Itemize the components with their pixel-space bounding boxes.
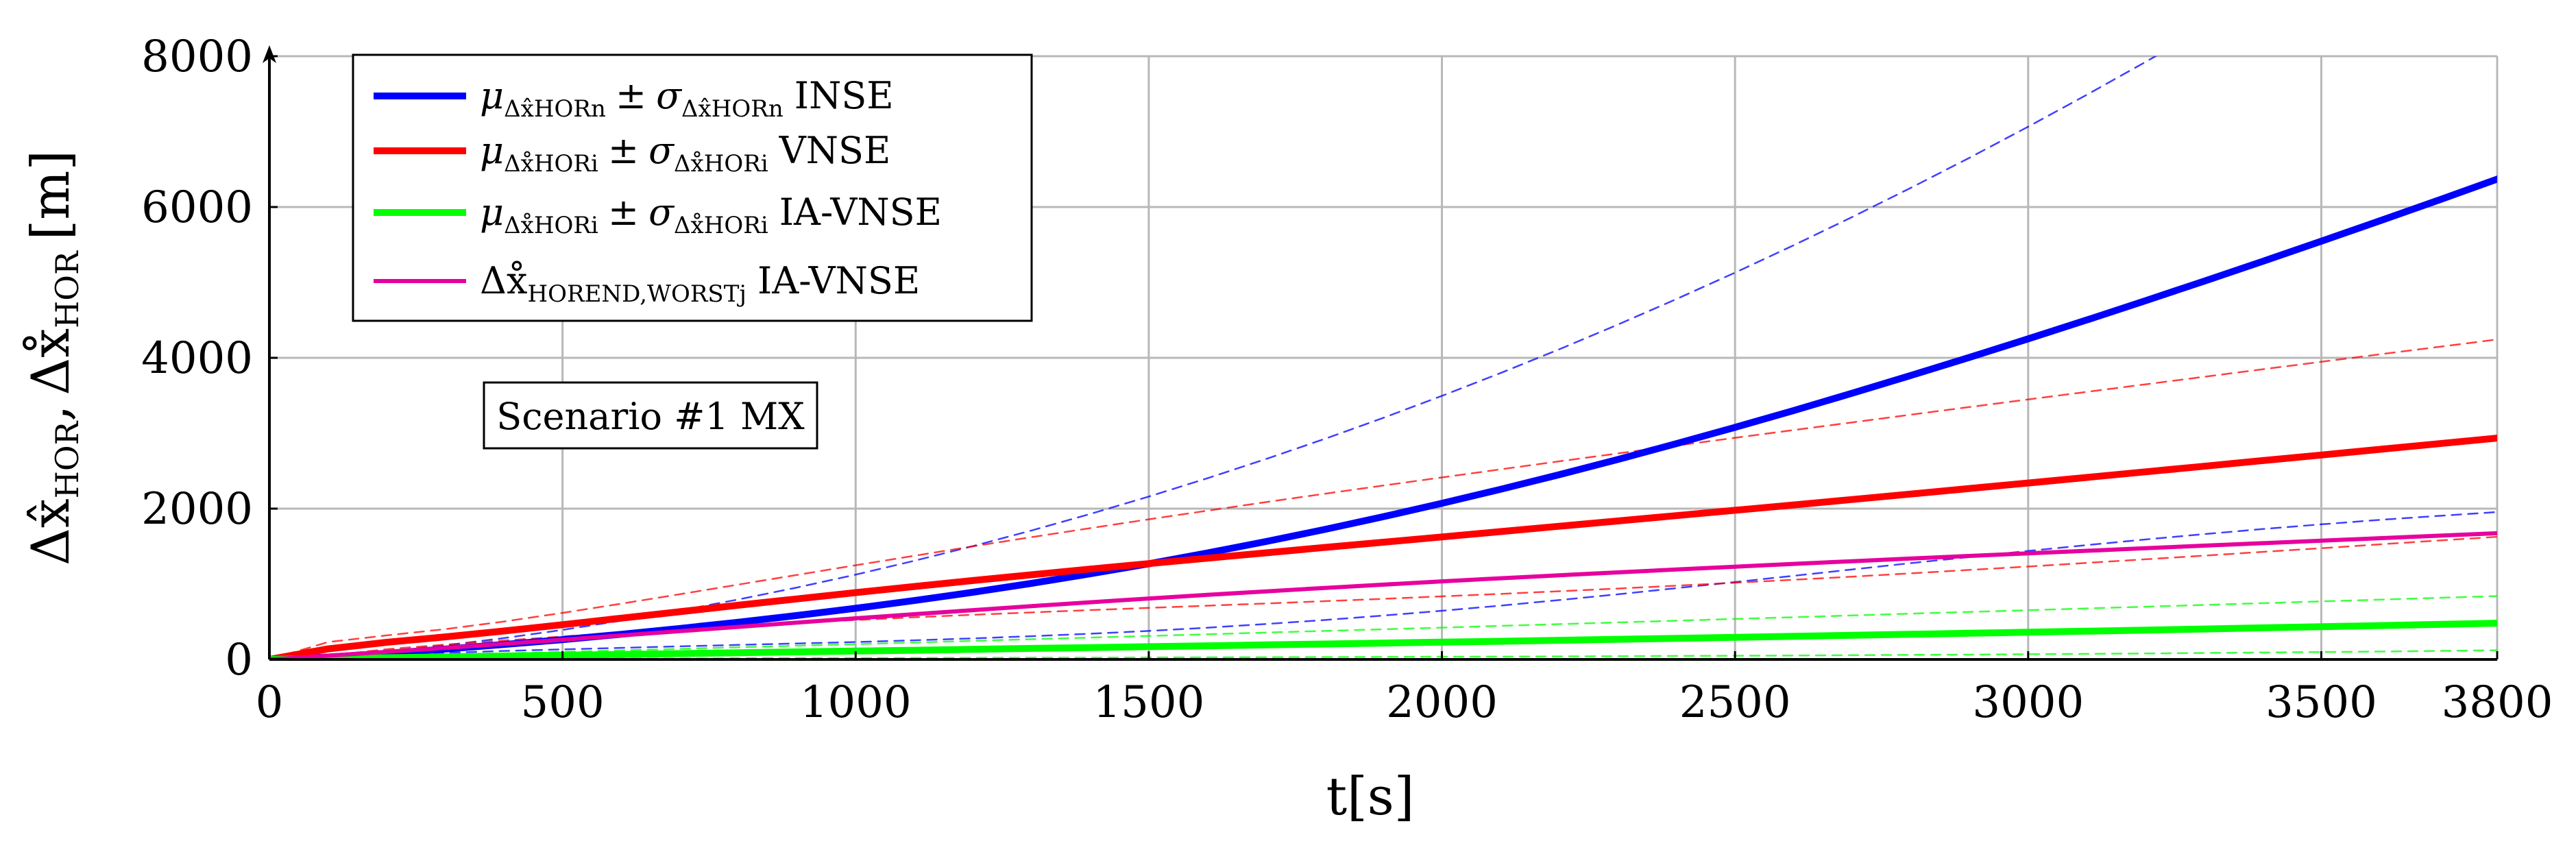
legend-label-ia-vnse: μΔx̊HORi ± σΔx̊HORi IA-VNSE — [480, 191, 942, 239]
y-axis-label-b: Δx̊ — [20, 328, 81, 396]
series-layer — [269, 56, 2497, 659]
legend: μΔx̂HORn ± σΔx̂HORn INSE μΔx̊HORi ± σΔx̊HORi V… — [352, 53, 1033, 322]
x-tick-label: 0 — [256, 677, 284, 728]
scenario-annotation: Scenario #1 MX — [483, 381, 818, 450]
legend-label-ia-vnse-worst: Δx̊HOREND,WORSTj IA-VNSE — [480, 259, 920, 308]
legend-entry-ia-vnse: μΔx̊HORi ± σΔx̊HORi IA-VNSE — [374, 191, 942, 239]
legend-label-vnse: μΔx̊HORi ± σΔx̊HORi VNSE — [480, 129, 890, 178]
series-line-inse-mean-sigma — [269, 56, 2158, 659]
legend-label-inse: μΔx̂HORn ± σΔx̂HORn INSE — [480, 74, 894, 123]
legend-box — [352, 53, 1033, 322]
series-line-ia-vnse-mean-sigma — [269, 595, 2497, 659]
y-axis-label-a: Δx̂ — [20, 498, 81, 566]
x-tick-label: 2500 — [1679, 677, 1791, 728]
x-tick-label: 1500 — [1093, 677, 1204, 728]
legend-entry-ia-vnse-worst: Δx̊HOREND,WORSTj IA-VNSE — [374, 259, 920, 308]
x-tick-label: 3800 — [2442, 677, 2553, 728]
series-line-vnse-mean-sigma — [269, 338, 2497, 659]
y-tick-label: 8000 — [141, 32, 253, 82]
scenario-annotation-text: Scenario #1 MX — [496, 395, 805, 438]
y-tick-label: 6000 — [141, 182, 253, 233]
y-axis-arrow — [263, 45, 276, 63]
y-tick-label: 2000 — [141, 484, 253, 535]
x-tick-label: 3500 — [2265, 677, 2377, 728]
tick-layer: 0 500 1000 1500 2000 2500 3000 3500 3800 0 2000 400… — [141, 32, 2553, 728]
series-line-ia-vnse-worst — [269, 531, 2497, 659]
y-axis-label-sep: , — [20, 405, 81, 422]
series-line-vnse-mean — [269, 435, 2497, 659]
y-axis-label-a-sub: HOR — [49, 420, 86, 498]
y-tick-label: 4000 — [141, 333, 253, 384]
x-tick-label: 3000 — [1972, 677, 2084, 728]
series-line-ia-vnse-mean — [269, 620, 2497, 659]
series-line-vnse-mean-sigma — [269, 535, 2497, 659]
x-axis-label: t[s] — [1326, 766, 1415, 827]
x-tick-label: 2000 — [1386, 677, 1498, 728]
legend-entry-vnse: μΔx̊HORi ± σΔx̊HORi VNSE — [374, 129, 890, 178]
y-tick-label: 0 — [225, 635, 253, 685]
scenario-annotation-box — [483, 381, 818, 450]
series-line-inse-mean-sigma — [269, 511, 2497, 659]
y-axis-label: Δx̂HOR,Δx̊HOR[m] — [20, 150, 86, 566]
y-axis-label-b-sub: HOR — [49, 250, 86, 328]
x-tick-label: 500 — [521, 677, 605, 728]
y-axis-label-unit: [m] — [20, 150, 81, 240]
x-tick-label: 1000 — [800, 677, 912, 728]
legend-entry-inse: μΔx̂HORn ± σΔx̂HORn INSE — [374, 74, 894, 123]
